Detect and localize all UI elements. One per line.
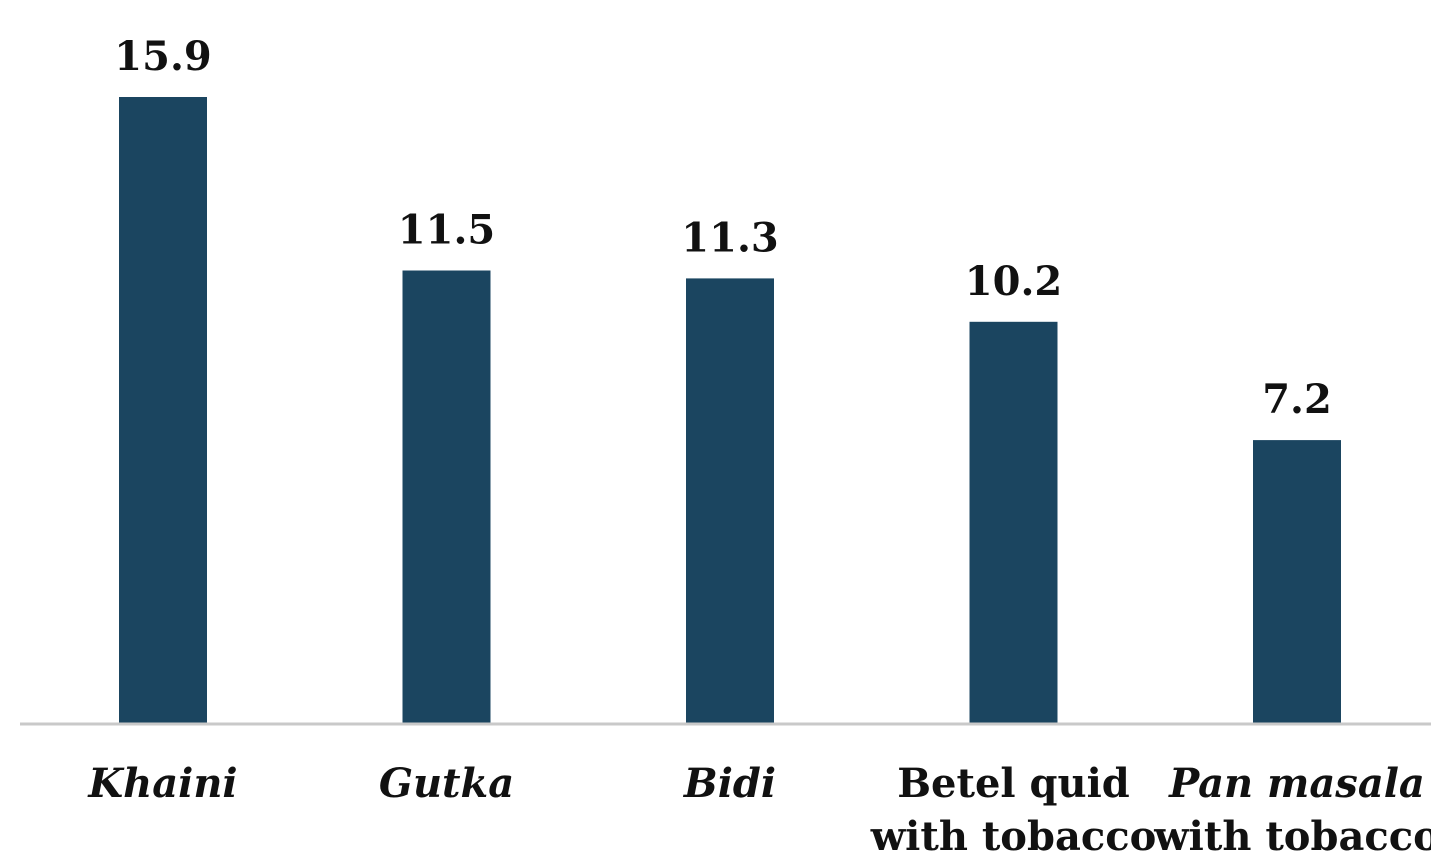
category-label-1: Gutka [379, 760, 514, 807]
category-label-1-line-0: Gutka [379, 760, 514, 807]
bar-3 [969, 321, 1058, 724]
category-labels-group: Khaini Gutka Bidi Betel quid with tobaccoPan… [87, 760, 1431, 851]
bar-4 [1253, 440, 1341, 724]
data-label-1: 11.5 [398, 207, 495, 254]
bar-0 [119, 97, 207, 724]
bar-2 [686, 278, 774, 724]
category-label-4-line-0: Pan masala [1168, 760, 1425, 807]
data-label-0: 15.9 [114, 33, 211, 80]
category-label-4-line-1: with tobacco [1153, 813, 1431, 851]
data-label-2: 11.3 [681, 214, 778, 261]
bars-group [119, 97, 1341, 724]
category-label-0: Khaini [87, 760, 237, 807]
category-label-3-line-0: Betel quid [897, 760, 1130, 807]
category-label-2: Bidi [683, 760, 776, 807]
category-label-4: Pan masala with tobacco [1153, 760, 1431, 851]
category-label-0-line-0: Khaini [87, 760, 237, 807]
category-label-3-line-1: with tobacco [870, 813, 1157, 851]
value-labels-group: 15.9 11.5 11.3 10.2 7.2 [114, 33, 1332, 423]
data-label-4: 7.2 [1262, 376, 1332, 423]
category-label-2-line-0: Bidi [683, 760, 776, 807]
category-label-3: Betel quid with tobacco [870, 760, 1157, 851]
bar-1 [402, 270, 491, 724]
data-label-3: 10.2 [965, 258, 1062, 305]
